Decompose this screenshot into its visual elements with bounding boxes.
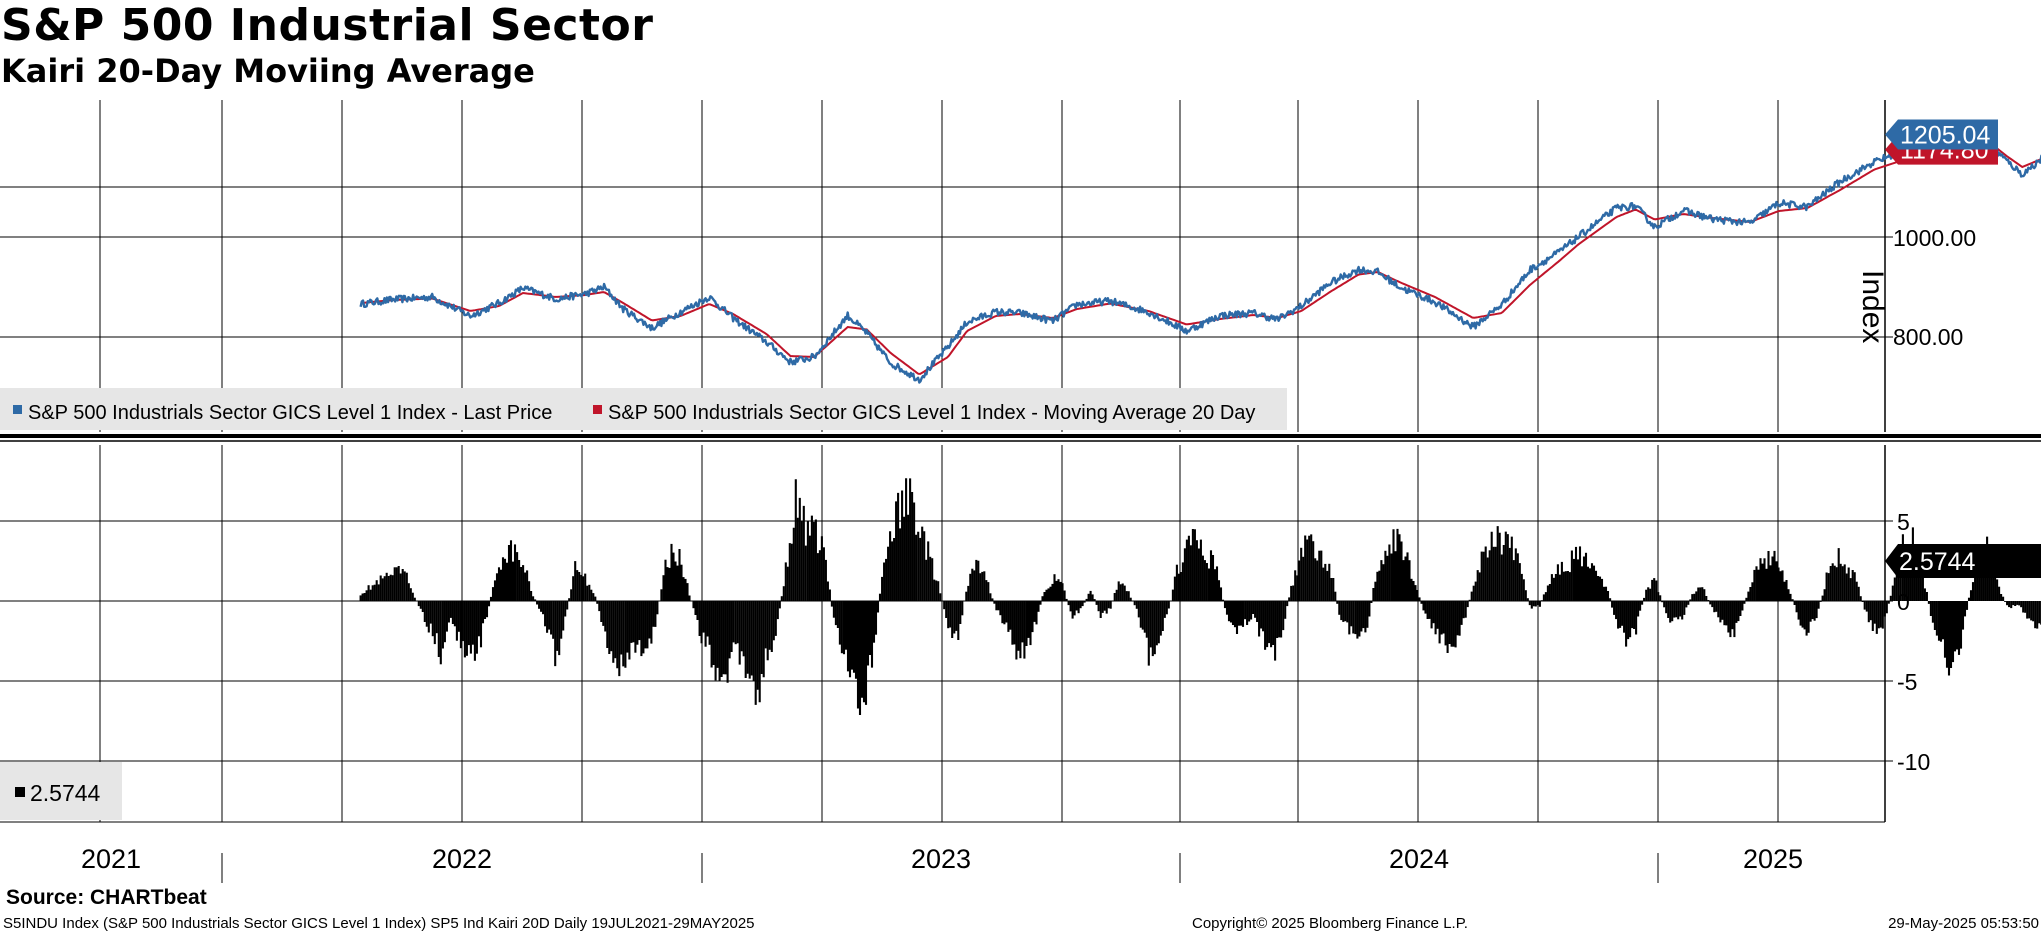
y-axis-label-index: Index: [1856, 270, 1889, 343]
legend-swatch-moving-average: [593, 405, 602, 414]
x-axis: 2021 2022 2023 2024 2025: [0, 821, 1885, 883]
legend-label-kairi: 2.5744: [30, 780, 101, 806]
last-price-flag-text: 1205.04: [1900, 121, 1990, 149]
moving-average-line[interactable]: [360, 133, 2041, 375]
footer-copyright: Copyright© 2025 Bloomberg Finance L.P.: [1192, 915, 1468, 932]
last-price-flag: 1205.04: [1885, 119, 1998, 150]
chart-subtitle: Kairi 20-Day Moviing Average: [1, 52, 535, 90]
y-tick-label-1000: 1000.00: [1893, 225, 1976, 251]
kairi-tick-label: 5: [1897, 509, 1910, 535]
x-tick-label-2025: 2025: [1743, 844, 1803, 874]
last-kairi-flag: 2.5744: [1885, 544, 2041, 578]
source-label: Source: CHARTbeat: [6, 886, 207, 909]
kairi-tick-label: -10: [1897, 749, 1930, 775]
x-tick-label-2024: 2024: [1389, 844, 1449, 874]
price-legend-background: [0, 388, 1287, 430]
price-legend: S&P 500 Industrials Sector GICS Level 1 …: [0, 388, 1287, 430]
grid-lines: [0, 100, 1885, 822]
kairi-bars: [359, 478, 2041, 715]
y-tick-label-800: 800.00: [1893, 324, 1963, 350]
last-kairi-flag-text: 2.5744: [1899, 548, 1976, 576]
x-tick-label-2021: 2021: [81, 844, 141, 874]
legend-swatch-kairi: [15, 787, 25, 797]
legend-label-moving-average: S&P 500 Industrials Sector GICS Level 1 …: [608, 402, 1255, 424]
last-price-flag-box: [1885, 119, 1998, 150]
footer-ticker-description: S5INDU Index (S&P 500 Industrials Sector…: [3, 915, 755, 932]
legend-label-last-price: S&P 500 Industrials Sector GICS Level 1 …: [28, 402, 552, 424]
x-tick-label-2023: 2023: [911, 844, 971, 874]
legend-swatch-last-price: [13, 405, 22, 414]
kairi-tick-label: -5: [1897, 669, 1917, 695]
x-tick-label-2022: 2022: [432, 844, 492, 874]
kairi-legend: 2.5744: [0, 762, 122, 820]
last-kairi-flag-box: [1885, 544, 2041, 578]
kairi-tick-label: 0: [1897, 589, 1910, 615]
chart-title: S&P 500 Industrial Sector: [1, 0, 654, 51]
last-price-line[interactable]: [359, 124, 2041, 384]
footer-timestamp: 29-May-2025 05:53:50: [1888, 915, 2039, 932]
